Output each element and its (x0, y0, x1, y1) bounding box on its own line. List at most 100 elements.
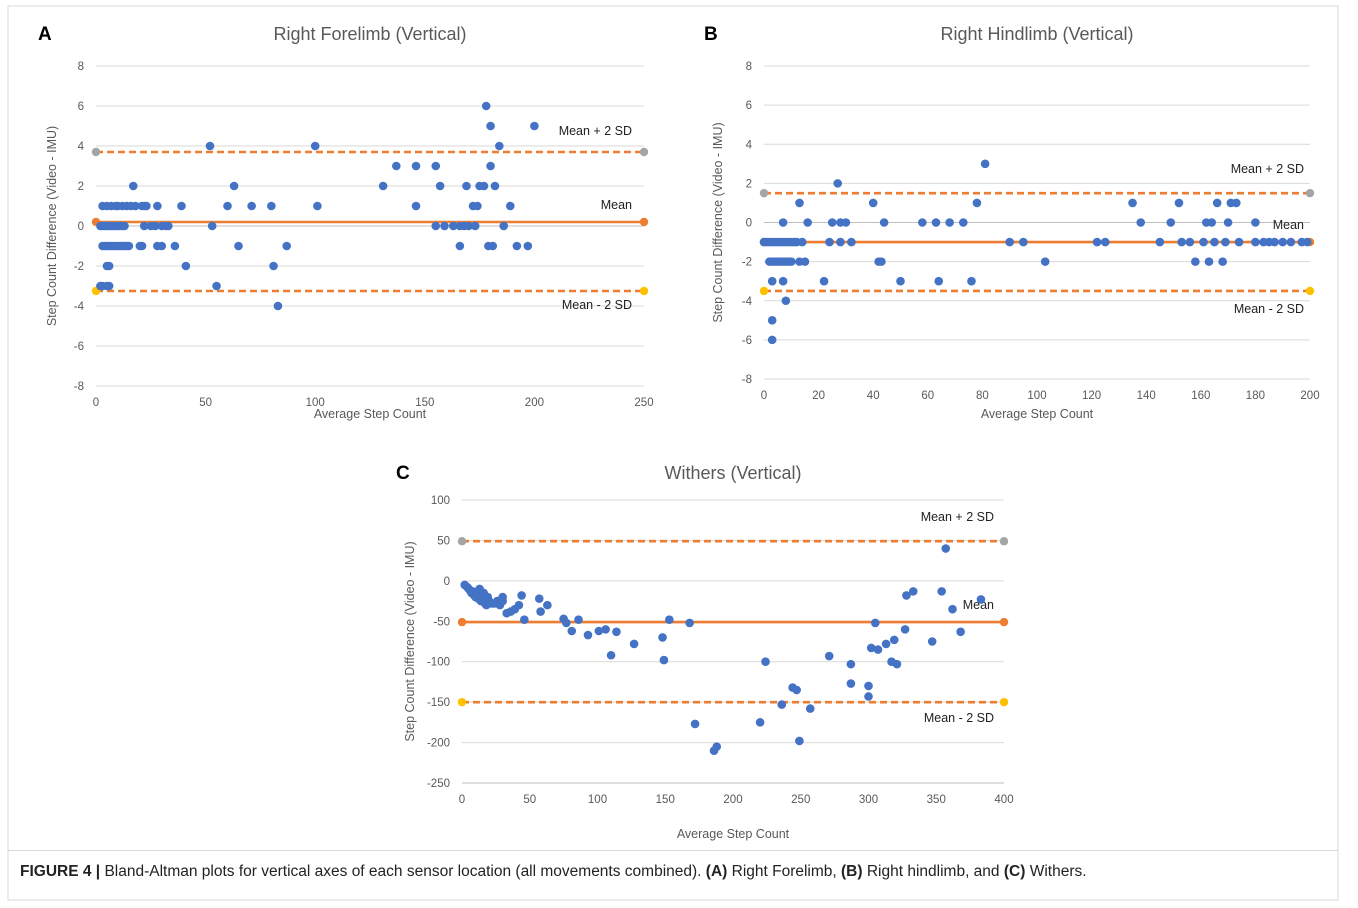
data-point (795, 198, 804, 208)
y-tick-label: -2 (742, 257, 752, 269)
data-point (411, 201, 421, 211)
data-point (1100, 237, 1110, 247)
data-point (755, 718, 765, 727)
line-endpoint (999, 617, 1009, 627)
data-point (892, 659, 902, 669)
data-point (313, 201, 322, 211)
data-point (827, 218, 837, 227)
y-tick-label: -4 (74, 301, 85, 313)
data-point (378, 181, 388, 191)
y-tick-label: 2 (746, 178, 752, 190)
data-point (1177, 237, 1186, 247)
data-point (153, 201, 162, 211)
data-point (800, 257, 810, 266)
data-point (1204, 257, 1214, 266)
data-point (479, 181, 489, 191)
data-point (1166, 218, 1176, 227)
x-axis-label: Average Step Count (314, 407, 427, 421)
data-point (846, 679, 856, 688)
x-tick-label: 0 (459, 794, 465, 806)
line-endpoint (639, 286, 649, 296)
data-point (612, 627, 621, 637)
data-point (142, 201, 151, 211)
x-tick-label: 0 (761, 390, 767, 402)
data-point (205, 141, 215, 151)
data-point (889, 635, 899, 645)
y-tick-label: 0 (444, 576, 450, 588)
data-point (177, 201, 186, 211)
data-point (574, 615, 583, 624)
data-point (864, 692, 873, 701)
data-point (941, 544, 951, 553)
data-point (629, 639, 639, 649)
data-point (972, 198, 982, 208)
data-point (486, 161, 495, 171)
data-point (137, 241, 147, 251)
data-point (1234, 237, 1244, 247)
caption-label: FIGURE 4 | (20, 863, 101, 880)
x-tick-label: 250 (634, 397, 653, 409)
y-axis-label: Step Count Difference (Video - IMU) (711, 122, 725, 322)
y-tick-label: 8 (746, 61, 752, 73)
data-point (223, 201, 232, 211)
line-label: Mean + 2 SD (559, 124, 632, 138)
data-point (267, 201, 276, 211)
data-point (1251, 218, 1260, 227)
y-tick-label: 4 (746, 139, 753, 151)
line-label: Mean (963, 598, 994, 612)
data-point (976, 595, 986, 604)
data-point (512, 241, 522, 251)
data-point (864, 681, 873, 691)
line-label: Mean - 2 SD (1234, 302, 1304, 316)
data-point (833, 179, 843, 188)
data-point (956, 627, 965, 637)
line-label: Mean - 2 SD (924, 711, 994, 725)
data-point (665, 615, 674, 624)
data-point (1199, 237, 1208, 247)
line-endpoint (457, 617, 467, 627)
line-endpoint (759, 188, 769, 198)
data-point (1092, 237, 1102, 247)
data-point (567, 626, 577, 636)
x-tick-label: 60 (921, 390, 934, 402)
data-point (440, 221, 449, 231)
data-point (1155, 237, 1165, 247)
data-point (473, 201, 482, 211)
x-tick-label: 200 (525, 397, 544, 409)
data-point (659, 655, 669, 665)
x-tick-label: 180 (1246, 390, 1265, 402)
data-point (530, 121, 539, 131)
data-point (464, 221, 473, 231)
x-tick-label: 200 (1300, 390, 1319, 402)
data-point (1185, 237, 1195, 247)
data-point (767, 316, 777, 325)
y-tick-label: -250 (427, 778, 450, 790)
data-point (462, 181, 471, 191)
line-endpoint (1305, 286, 1315, 296)
y-tick-label: 50 (437, 535, 450, 547)
data-point (958, 218, 968, 227)
caption-a: (A) (705, 863, 728, 880)
data-point (536, 607, 545, 616)
data-point (1040, 257, 1050, 266)
data-point (104, 281, 114, 291)
data-point (690, 719, 700, 729)
x-tick-label: 100 (588, 794, 607, 806)
data-point (150, 221, 160, 231)
data-point (781, 296, 791, 306)
x-tick-label: 80 (976, 390, 989, 402)
data-point (455, 241, 465, 251)
line-endpoint (639, 217, 649, 227)
data-point (1302, 237, 1312, 247)
caption-b: (B) (841, 863, 863, 880)
y-tick-label: 2 (78, 181, 84, 193)
y-tick-label: -8 (742, 374, 752, 386)
data-point (282, 241, 292, 251)
y-tick-label: -6 (74, 341, 84, 353)
line-endpoint (457, 537, 467, 546)
x-tick-label: 150 (415, 397, 434, 409)
x-tick-label: 160 (1191, 390, 1210, 402)
data-point (498, 592, 507, 602)
data-point (900, 625, 910, 634)
caption-text-4: Withers. (1025, 863, 1087, 880)
